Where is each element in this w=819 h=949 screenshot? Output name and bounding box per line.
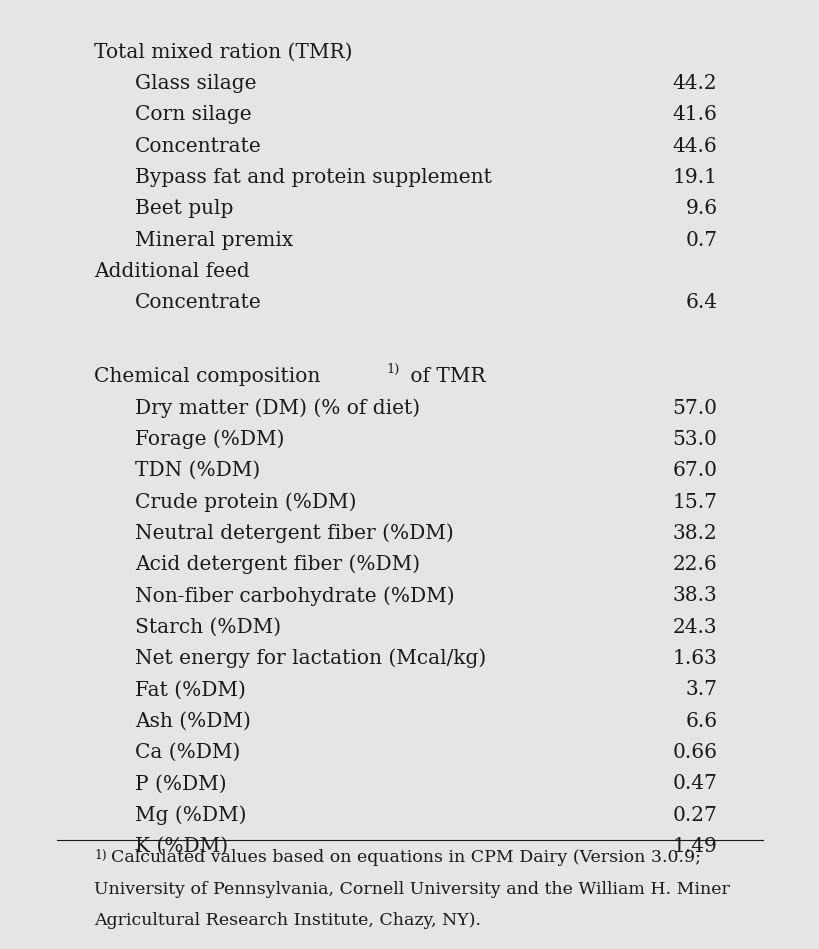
Text: 0.47: 0.47 <box>672 774 717 793</box>
Text: 53.0: 53.0 <box>672 430 717 449</box>
Text: Mg (%DM): Mg (%DM) <box>135 806 247 825</box>
Text: 1.63: 1.63 <box>672 649 717 668</box>
Text: 38.3: 38.3 <box>672 586 717 605</box>
Text: K (%DM): K (%DM) <box>135 837 229 856</box>
Text: Total mixed ration (TMR): Total mixed ration (TMR) <box>94 43 352 62</box>
Text: 6.4: 6.4 <box>685 293 717 312</box>
Text: Ca (%DM): Ca (%DM) <box>135 743 241 762</box>
Text: 57.0: 57.0 <box>672 399 717 418</box>
Text: 44.2: 44.2 <box>672 74 717 93</box>
Text: 22.6: 22.6 <box>672 555 717 574</box>
Text: Additional feed: Additional feed <box>94 262 250 281</box>
Text: TDN (%DM): TDN (%DM) <box>135 461 260 480</box>
Text: 1): 1) <box>386 363 400 376</box>
Text: 0.27: 0.27 <box>672 806 717 825</box>
Text: 19.1: 19.1 <box>672 168 717 187</box>
Text: Neutral detergent fiber (%DM): Neutral detergent fiber (%DM) <box>135 524 454 543</box>
Text: Non-fiber carbohydrate (%DM): Non-fiber carbohydrate (%DM) <box>135 586 455 605</box>
Text: Chemical composition: Chemical composition <box>94 367 320 386</box>
Text: Ash (%DM): Ash (%DM) <box>135 712 251 731</box>
Text: Agricultural Research Institute, Chazy, NY).: Agricultural Research Institute, Chazy, … <box>94 912 481 929</box>
Text: 0.7: 0.7 <box>685 231 717 250</box>
Text: University of Pennsylvania, Cornell University and the William H. Miner: University of Pennsylvania, Cornell Univ… <box>94 881 729 898</box>
Text: Bypass fat and protein supplement: Bypass fat and protein supplement <box>135 168 491 187</box>
Text: 41.6: 41.6 <box>672 105 717 124</box>
Text: 38.2: 38.2 <box>672 524 717 543</box>
Text: 44.6: 44.6 <box>672 137 717 156</box>
Text: Acid detergent fiber (%DM): Acid detergent fiber (%DM) <box>135 555 420 574</box>
Text: 1): 1) <box>94 849 106 863</box>
Text: 9.6: 9.6 <box>685 199 717 218</box>
Text: 15.7: 15.7 <box>672 493 717 512</box>
Text: Forage (%DM): Forage (%DM) <box>135 430 284 449</box>
Text: Glass silage: Glass silage <box>135 74 256 93</box>
Text: Concentrate: Concentrate <box>135 137 262 156</box>
Text: of TMR: of TMR <box>403 367 485 386</box>
Text: 0.66: 0.66 <box>672 743 717 762</box>
Text: Corn silage: Corn silage <box>135 105 251 124</box>
Text: Mineral premix: Mineral premix <box>135 231 293 250</box>
Text: Net energy for lactation (Mcal/kg): Net energy for lactation (Mcal/kg) <box>135 649 486 668</box>
Text: Starch (%DM): Starch (%DM) <box>135 618 281 637</box>
Text: 67.0: 67.0 <box>672 461 717 480</box>
Text: 6.6: 6.6 <box>685 712 717 731</box>
Text: Fat (%DM): Fat (%DM) <box>135 680 246 699</box>
Text: 24.3: 24.3 <box>672 618 717 637</box>
Text: 1.49: 1.49 <box>672 837 717 856</box>
Text: 3.7: 3.7 <box>685 680 717 699</box>
Text: Crude protein (%DM): Crude protein (%DM) <box>135 493 356 512</box>
Text: Dry matter (DM) (% of diet): Dry matter (DM) (% of diet) <box>135 399 420 418</box>
Text: Concentrate: Concentrate <box>135 293 262 312</box>
Text: Beet pulp: Beet pulp <box>135 199 233 218</box>
Text: Calculated values based on equations in CPM Dairy (Version 3.0.9;: Calculated values based on equations in … <box>111 849 699 866</box>
Text: P (%DM): P (%DM) <box>135 774 227 793</box>
